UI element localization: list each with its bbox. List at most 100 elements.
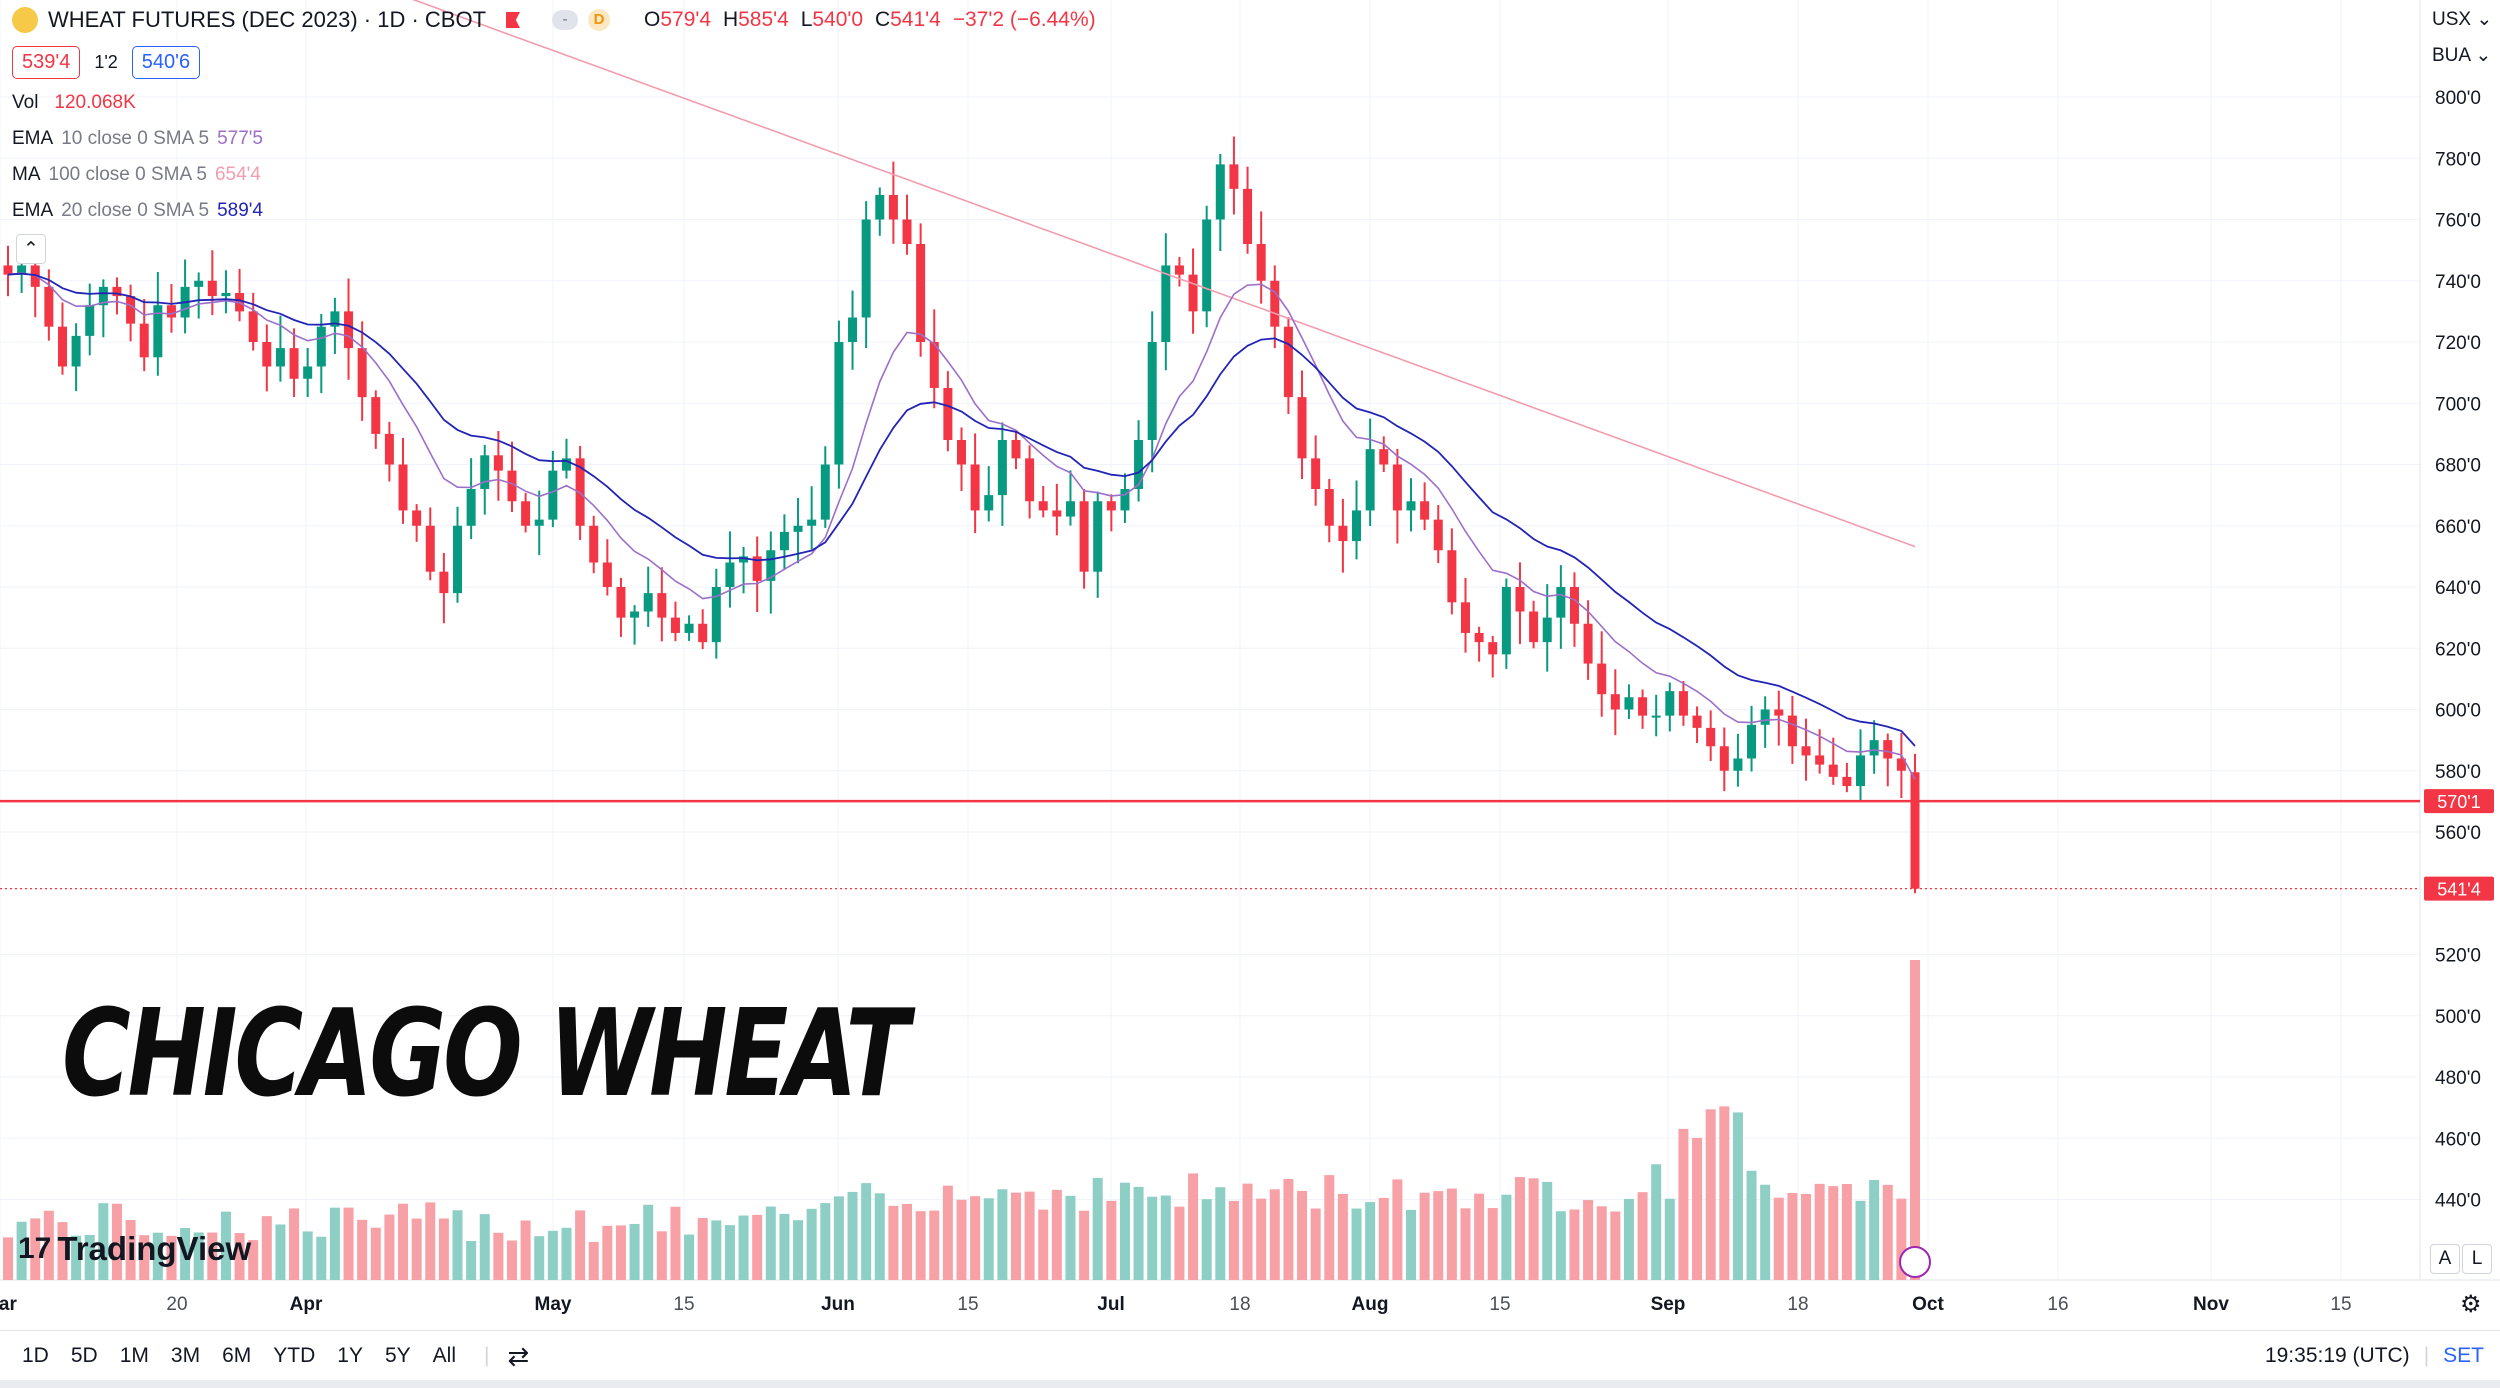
buy-button[interactable]: 540'6 [131,46,201,79]
candle-body [357,348,367,398]
candle-body [98,286,108,306]
candle-body [1324,489,1334,526]
volume-bar [1365,1202,1376,1280]
candle-body [17,265,27,275]
time-tick: 15 [957,1294,978,1315]
auto-scale-button[interactable]: A [2430,1244,2460,1274]
volume-bar [902,1203,913,1280]
volume-bar [1079,1210,1090,1280]
volume-bar [997,1189,1008,1280]
tradingview-logo[interactable]: 17 TradingView [18,1230,251,1268]
volume-bar [1828,1186,1839,1280]
spread-value: 1'2 [94,52,118,72]
candle-body [1256,244,1266,281]
currency-select[interactable]: USX ⌄ [2432,8,2492,31]
volume-bar [1460,1208,1471,1280]
candle-body [1297,397,1307,459]
volume-bar [1692,1137,1703,1280]
candle-body [1433,519,1443,551]
flag-icon[interactable] [506,12,521,28]
settings-gear-icon[interactable]: ⚙ [2460,1291,2482,1318]
ma100-line [412,0,1916,548]
candle-body [698,623,708,643]
indicator-vol[interactable]: Vol 120.068K [12,92,136,114]
volume-bar [575,1210,586,1280]
time-tick: Apr [290,1294,323,1315]
volume-bar [1433,1191,1444,1280]
range-5y[interactable]: 5Y [384,1344,411,1367]
candle-body [1556,587,1566,618]
volume-bar [793,1220,804,1280]
candle-body [1815,755,1825,765]
price-chart[interactable]: 570'1 541'4 800'0 780'0 760'0 740'0 720'0 700'0… [0,0,2500,1330]
range-1y[interactable]: 1Y [337,1344,363,1367]
volume-bar [1215,1187,1226,1280]
volume-bar [1801,1193,1812,1280]
range-5d[interactable]: 5D [70,1344,98,1367]
unit-select[interactable]: BUA ⌄ [2432,44,2491,67]
volume-bar [629,1223,640,1280]
candle-body [616,587,626,618]
candle-body [1215,164,1225,220]
volume-bar [697,1217,708,1280]
volume-bar [261,1216,272,1280]
chevron-down-icon: ⌄ [2476,9,2493,30]
volume-bar [684,1234,695,1280]
candle-body [412,510,422,526]
range-6m[interactable]: 6M [222,1344,252,1367]
candle-body [1842,776,1852,787]
candle-body [657,593,667,618]
volume-bar [1160,1195,1171,1280]
candle-body [289,348,299,379]
candle-body [1174,265,1184,275]
candle-body [1692,715,1702,728]
candle-body [888,195,898,220]
candle-body [1733,758,1743,771]
range-3m[interactable]: 3M [170,1344,201,1367]
log-scale-button[interactable]: L [2462,1244,2492,1274]
volume-bar [779,1213,790,1280]
clock[interactable]: 19:35:19 (UTC) [2264,1344,2410,1367]
symbol-title[interactable]: WHEAT FUTURES (DEC 2023) · 1D · CBOT [48,7,487,32]
volume-bar [1760,1184,1771,1280]
range-1d[interactable]: 1D [22,1344,49,1367]
volume-bar [643,1204,654,1280]
indicator-name: EMA [12,200,54,221]
sell-button[interactable]: 539'4 [12,46,81,79]
candle-body [943,387,953,440]
indicator-ema10[interactable]: EMA 10 close 0 SMA 5 577'5 [12,128,263,150]
indicator-ma100[interactable]: MA 100 close 0 SMA 5 654'4 [12,164,261,186]
volume-bar [1351,1208,1362,1280]
candle-body [779,531,789,551]
volume-bar [193,1232,204,1280]
collapse-legend-button[interactable]: ⌃ [16,234,46,264]
indicator-name: MA [12,164,41,185]
volume-bar [1514,1177,1525,1280]
candle-body [1501,587,1511,655]
indicator-value: 589'4 [217,200,263,221]
candle-body [425,525,435,572]
visibility-toggle[interactable]: - [552,10,579,30]
candle-body [1610,694,1620,710]
time-tick: Aug [1352,1294,1389,1315]
volume-bar [43,1210,54,1280]
volume-bar [1855,1200,1866,1280]
time-tick: Oct [1912,1294,1944,1315]
time-tick: 15 [2330,1294,2351,1315]
volume-bar [1732,1112,1743,1280]
volume-bar [234,1233,245,1280]
candle-body [643,593,653,612]
volume-bar [820,1203,831,1280]
session-button[interactable]: SET [2443,1344,2484,1367]
indicator-ema20[interactable]: EMA 20 close 0 SMA 5 589'4 [12,200,263,222]
candle-body [711,587,721,643]
range-1m[interactable]: 1M [119,1344,149,1367]
go-to-date-icon[interactable]: ⇄ [507,1340,530,1371]
volume-bar [1392,1179,1403,1280]
candle-body [1597,663,1607,695]
candle-body [1134,440,1144,489]
candle-body [1787,715,1797,747]
range-all[interactable]: All [432,1344,456,1367]
range-ytd[interactable]: YTD [273,1344,316,1367]
time-tick: Jul [1097,1294,1124,1315]
